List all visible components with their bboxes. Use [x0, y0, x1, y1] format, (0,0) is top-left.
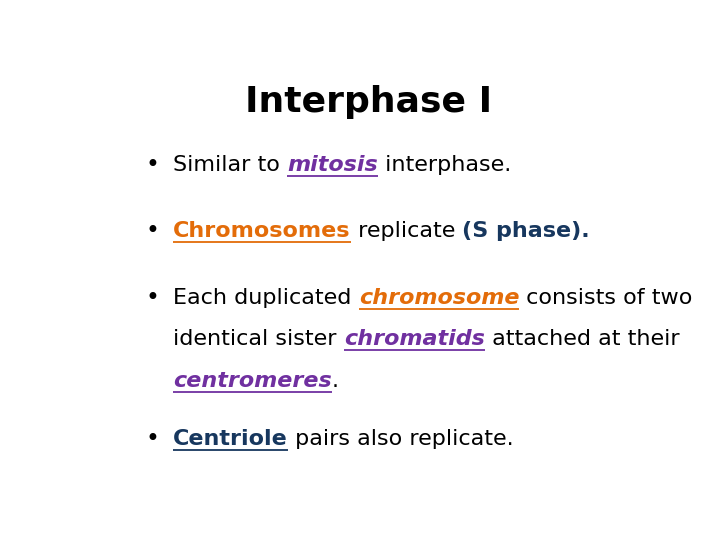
Text: •: •	[145, 427, 159, 451]
Text: chromosome: chromosome	[359, 288, 519, 308]
Text: •: •	[145, 219, 159, 243]
Text: attached at their: attached at their	[485, 329, 680, 349]
Text: Each duplicated: Each duplicated	[174, 288, 359, 308]
Text: centromeres: centromeres	[174, 371, 332, 391]
Text: chromatids: chromatids	[344, 329, 485, 349]
Text: pairs also replicate.: pairs also replicate.	[288, 429, 513, 449]
Text: Centriole: Centriole	[174, 429, 288, 449]
Text: Similar to: Similar to	[174, 154, 287, 174]
Text: .: .	[332, 371, 339, 391]
Text: Interphase I: Interphase I	[246, 85, 492, 119]
Text: mitosis: mitosis	[287, 154, 378, 174]
Text: •: •	[145, 286, 159, 309]
Text: replicate: replicate	[351, 221, 462, 241]
Text: •: •	[145, 153, 159, 177]
Text: consists of two: consists of two	[519, 288, 693, 308]
Text: interphase.: interphase.	[378, 154, 511, 174]
Text: (S phase).: (S phase).	[462, 221, 590, 241]
Text: Chromosomes: Chromosomes	[174, 221, 351, 241]
Text: identical sister: identical sister	[174, 329, 344, 349]
